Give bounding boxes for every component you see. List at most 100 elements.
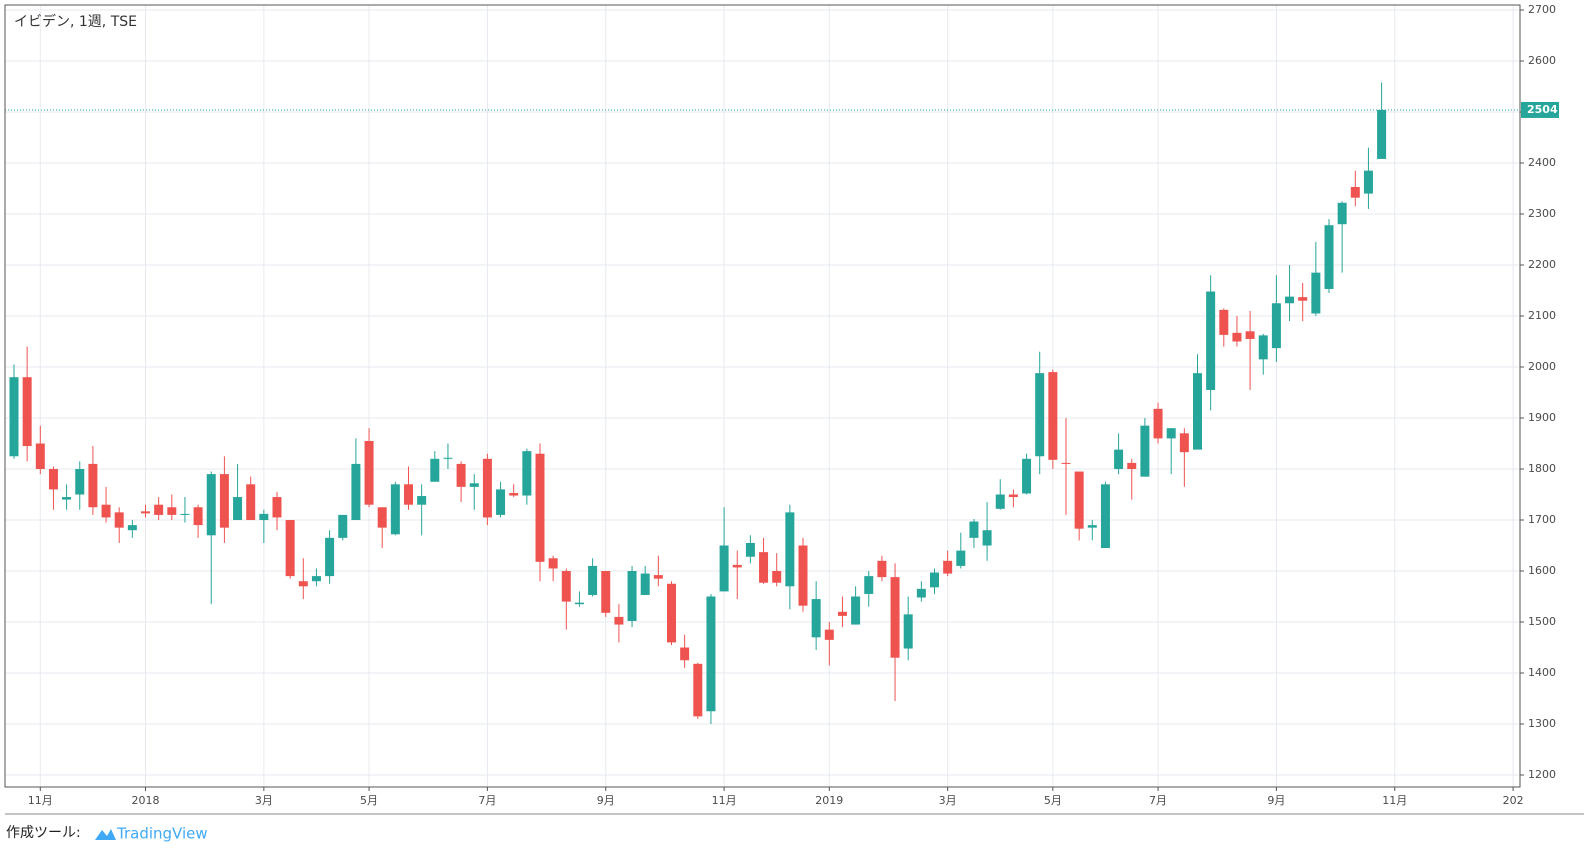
candle-body xyxy=(943,560,953,574)
y-tick-label: 1300 xyxy=(1528,717,1556,730)
candle-body xyxy=(22,377,32,447)
candle-body xyxy=(101,504,111,518)
candle-body xyxy=(233,497,243,521)
candle-body xyxy=(732,564,742,568)
chart-title: イビデン, 1週, TSE xyxy=(14,13,137,30)
candle-body xyxy=(640,573,650,595)
candle-body xyxy=(1074,471,1084,529)
candle-body xyxy=(1193,373,1202,450)
y-tick-label: 2200 xyxy=(1528,258,1556,271)
candle-body xyxy=(1061,462,1071,464)
candle-body xyxy=(719,545,729,592)
candle-body xyxy=(772,571,782,583)
y-tick-label: 2600 xyxy=(1528,54,1556,67)
candles xyxy=(5,82,1520,725)
candle-body xyxy=(864,576,874,594)
candle-body xyxy=(1258,335,1268,360)
candle-body xyxy=(535,453,545,562)
candle-body xyxy=(706,596,716,712)
candle-body xyxy=(298,581,308,587)
candle-body xyxy=(522,451,532,496)
x-tick-label: 3月 xyxy=(255,794,273,807)
y-tick-label: 2000 xyxy=(1528,360,1556,373)
candle-body xyxy=(48,469,58,490)
candle-body xyxy=(995,494,1005,509)
candle-body xyxy=(417,496,427,505)
x-tick-label: 11月 xyxy=(28,794,53,807)
candle-body xyxy=(561,571,571,602)
candle-body xyxy=(259,513,269,521)
x-tick-label: 3月 xyxy=(939,794,957,807)
y-tick-label: 2400 xyxy=(1528,156,1556,169)
candle-body xyxy=(1363,170,1373,194)
candle-body xyxy=(1324,225,1334,289)
candle-body xyxy=(877,560,887,578)
candle-body xyxy=(167,507,177,515)
candle-body xyxy=(154,504,164,515)
candle-body xyxy=(364,440,374,505)
footer-brand[interactable]: TradingView xyxy=(116,825,208,843)
grid xyxy=(5,5,1520,787)
candle-body xyxy=(588,565,598,595)
candle-body xyxy=(311,576,321,582)
candle-body xyxy=(969,521,979,538)
candle-body xyxy=(9,377,19,457)
price-label: 2504 xyxy=(1527,103,1558,116)
candle-body xyxy=(180,513,190,515)
candle-body xyxy=(482,458,492,518)
price-label-box xyxy=(1521,101,1559,118)
candle-body xyxy=(837,611,847,616)
axes: 1200 1300 1400 1500 1600 1700 1800 1900 2000 2100… xyxy=(28,3,1559,807)
y-tick-label: 1500 xyxy=(1528,615,1556,628)
candle-body xyxy=(75,469,85,495)
candle-body xyxy=(1008,494,1018,498)
candle-body xyxy=(930,572,939,588)
candle-body xyxy=(851,596,861,625)
candle-body xyxy=(325,537,335,577)
candle-body xyxy=(693,663,703,717)
candle-body xyxy=(614,616,624,625)
candle-body xyxy=(390,484,400,535)
candle-body xyxy=(785,512,795,587)
x-tick-label: 2019 xyxy=(815,794,843,807)
candle-body xyxy=(35,443,45,470)
y-tick-label: 1400 xyxy=(1528,666,1556,679)
candle-body xyxy=(127,525,137,531)
candle-body xyxy=(1298,297,1308,301)
candle-body xyxy=(811,599,821,638)
x-tick-label: 11月 xyxy=(1382,794,1407,807)
candle-body xyxy=(1206,291,1216,390)
candle-body xyxy=(141,511,150,514)
candle-body xyxy=(443,457,453,459)
candle-body xyxy=(1232,332,1242,342)
candle-body xyxy=(469,483,479,487)
candle-body xyxy=(574,602,584,605)
y-tick-label: 2300 xyxy=(1528,207,1556,220)
x-tick-label: 2018 xyxy=(132,794,160,807)
y-tick-label: 1900 xyxy=(1528,411,1556,424)
candle-body xyxy=(1087,525,1097,528)
x-tick-label: 5月 xyxy=(360,794,378,807)
x-tick-label: 9月 xyxy=(597,794,615,807)
x-tick-label: 202 xyxy=(1503,794,1524,807)
candle-body xyxy=(601,571,611,613)
candle-body xyxy=(890,577,900,658)
candle-body xyxy=(246,484,256,521)
candle-body xyxy=(1166,428,1176,439)
candle-body xyxy=(377,507,387,528)
y-tick-label: 1600 xyxy=(1528,564,1556,577)
candle-body xyxy=(193,507,203,526)
candle-body xyxy=(1337,202,1347,225)
candle-body xyxy=(653,575,663,579)
candle-body xyxy=(430,458,440,482)
candle-body xyxy=(824,629,834,640)
footer-prefix: 作成ツール: xyxy=(6,825,81,841)
candle-body xyxy=(1311,272,1321,314)
tradingview-logo xyxy=(95,829,116,840)
candle-body xyxy=(745,542,755,557)
candle-body xyxy=(272,497,282,518)
candle-body xyxy=(667,583,676,643)
candle-body xyxy=(206,474,216,536)
